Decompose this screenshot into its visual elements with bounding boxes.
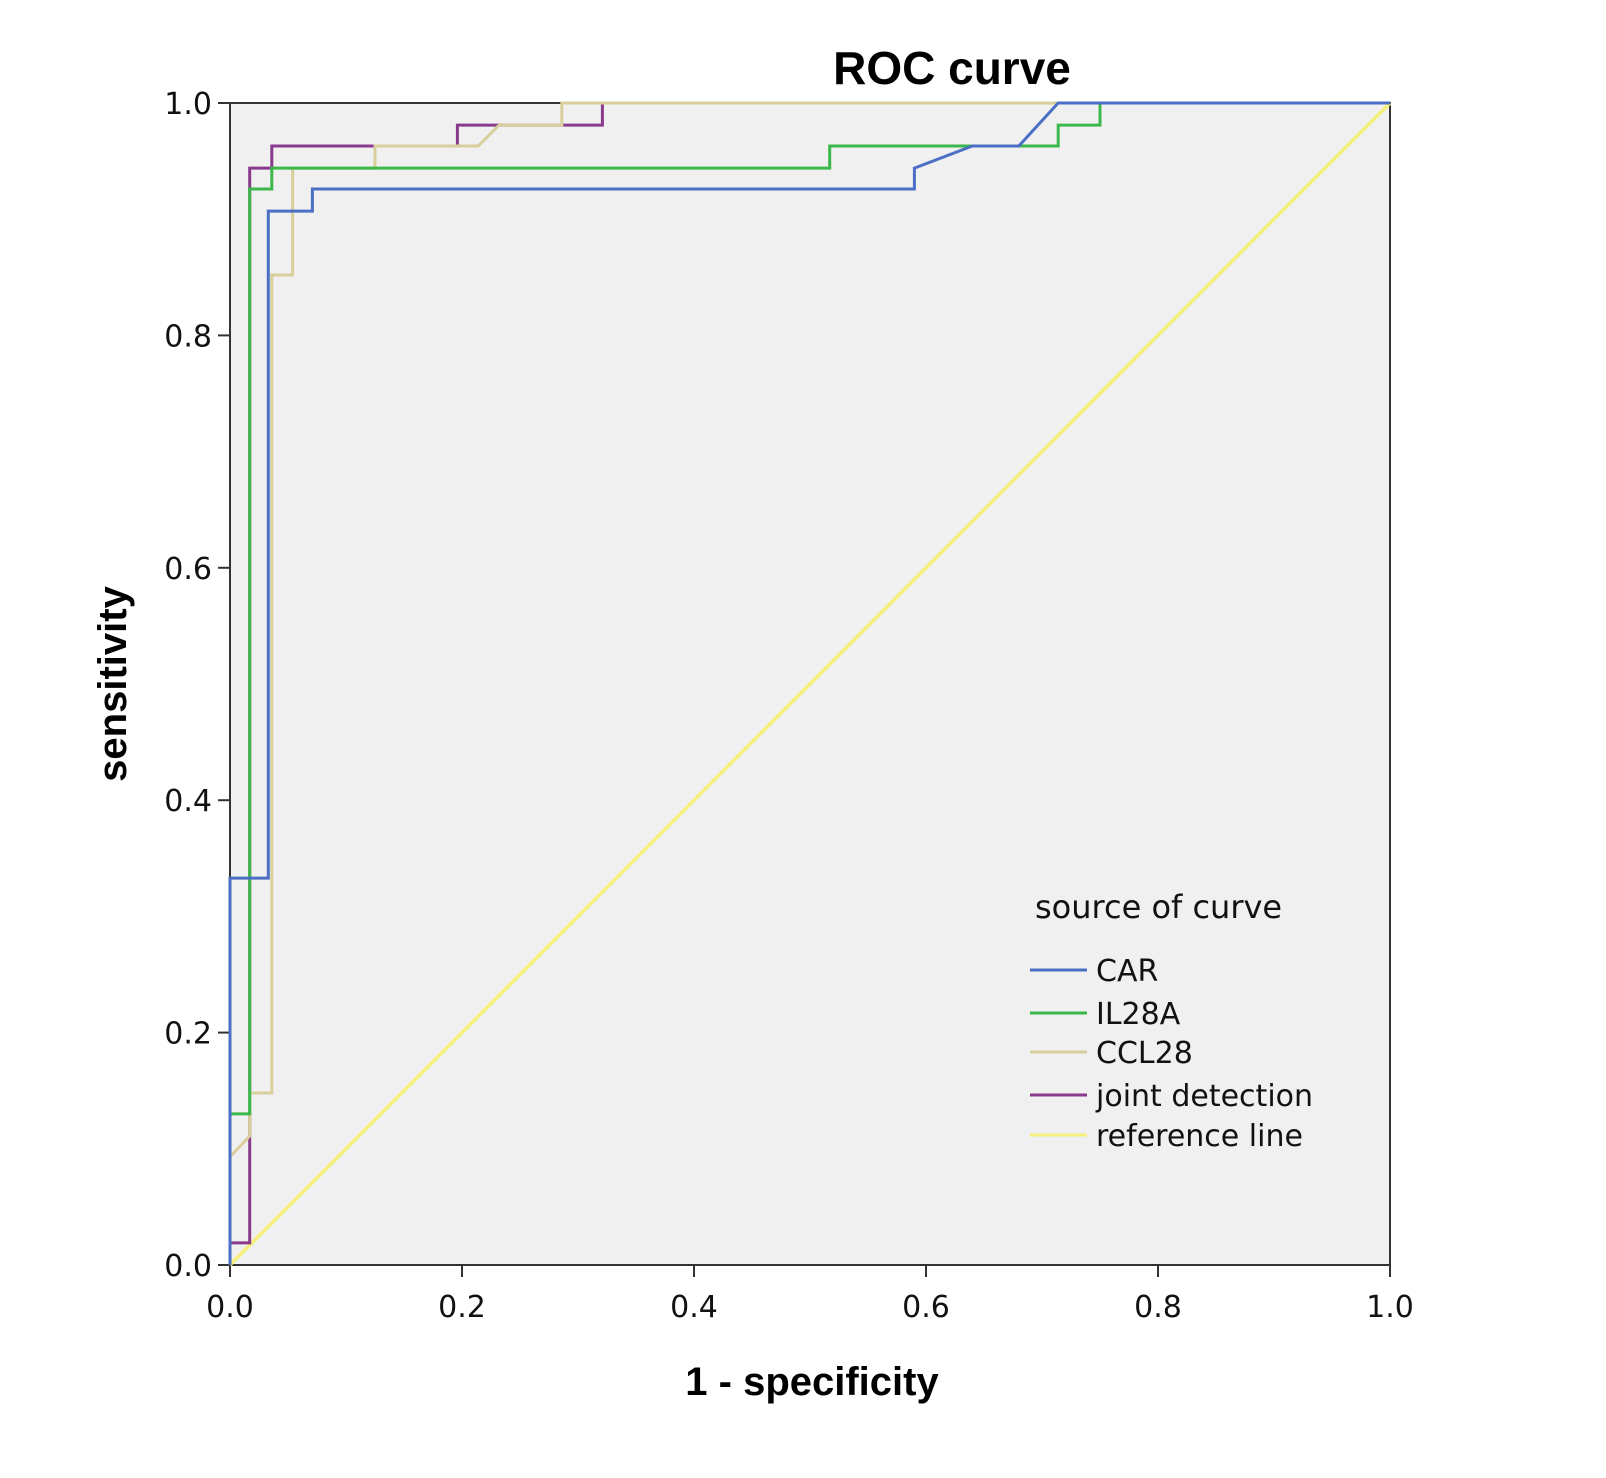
y-tick-label: 0.4 [164, 784, 212, 819]
x-tick-label: 0.4 [670, 1290, 718, 1325]
x-tick-label: 0.8 [1134, 1290, 1182, 1325]
legend-label: joint detection [1095, 1079, 1313, 1114]
series-line-joint-detection [228, 101, 1390, 1265]
y-axis: 0.0 0.2 0.4 0.6 0.8 1.0 [164, 87, 231, 1284]
x-tick-label: 0.0 [206, 1290, 254, 1325]
y-tick-label: 1.0 [164, 87, 212, 122]
y-tick-label: 0.0 [164, 1249, 212, 1284]
legend-label: reference line [1096, 1119, 1303, 1154]
y-axis-title: sensitivity [91, 585, 135, 781]
y-tick-label: 0.6 [164, 552, 212, 587]
x-tick-label: 0.6 [902, 1290, 950, 1325]
series-line-car [228, 101, 1390, 1265]
series-line-reference-line [228, 101, 1392, 1267]
chart-title: ROC curve [833, 42, 1071, 94]
x-axis-title: 1 - specificity [685, 1360, 939, 1404]
y-tick-label: 0.8 [164, 319, 212, 354]
x-tick-label: 1.0 [1366, 1290, 1414, 1325]
legend-label: CCL28 [1096, 1036, 1193, 1071]
y-tick-label: 0.2 [164, 1017, 212, 1052]
x-tick-label: 0.2 [438, 1290, 486, 1325]
series-layer [228, 101, 1392, 1267]
legend-title: source of curve [1035, 888, 1282, 926]
series-line-il28a [228, 101, 1390, 1265]
legend-label: IL28A [1096, 997, 1181, 1032]
legend-label: CAR [1096, 954, 1158, 989]
x-axis: 0.0 0.2 0.4 0.6 0.8 1.0 [206, 1264, 1414, 1325]
legend: source of curve CAR IL28A CCL28 joint detec… [1030, 888, 1313, 1154]
